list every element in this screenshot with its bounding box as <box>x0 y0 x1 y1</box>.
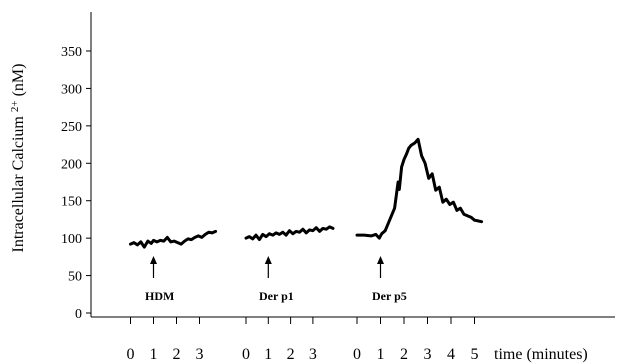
stimulus-label: Der p1 <box>259 289 294 303</box>
y-axis-label: Intracellular Calcium 2+ (nM) <box>9 64 27 253</box>
x-tick-label: 0 <box>242 346 250 363</box>
x-tick-label: 2 <box>173 346 181 363</box>
x-tick-label: 4 <box>447 346 455 363</box>
x-axis-label: time (minutes) <box>494 346 588 363</box>
stimulus-arrow-head <box>150 256 157 264</box>
y-tick-label: 250 <box>61 120 82 135</box>
y-axis-label-main: Intracellular Calcium <box>10 116 27 253</box>
series-line-der-p1 <box>244 225 335 242</box>
x-tick-label: 0 <box>127 346 135 363</box>
y-tick-label: 350 <box>61 45 82 60</box>
y-tick-label: 100 <box>61 232 82 247</box>
x-tick-label: 3 <box>309 346 317 363</box>
y-tick-label: 300 <box>61 82 82 97</box>
x-tick-label: 2 <box>400 346 408 363</box>
series-line-der-p5 <box>355 137 484 240</box>
stimulus-arrow-head <box>264 256 272 264</box>
x-tick-label: 1 <box>377 346 385 363</box>
y-tick-label: 0 <box>75 307 82 322</box>
y-tick-label: 200 <box>61 157 82 172</box>
stimulus-arrow-head <box>377 256 384 264</box>
series-line-hdm <box>129 229 218 249</box>
y-tick-label: 50 <box>68 270 82 285</box>
y-axis-label-unit: (nM) <box>10 64 27 97</box>
x-tick-label: 5 <box>471 346 479 363</box>
stimulus-label: HDM <box>145 289 174 303</box>
y-tick-label: 150 <box>61 195 82 210</box>
x-tick-label: 0 <box>353 346 361 363</box>
x-tick-label: 1 <box>264 346 272 363</box>
x-tick-label: 3 <box>196 346 204 363</box>
stimulus-label: Der p5 <box>372 289 407 303</box>
x-tick-label: 2 <box>287 346 295 363</box>
x-tick-label: 3 <box>424 346 432 363</box>
y-axis-label-sup: 2+ <box>9 100 21 112</box>
x-tick-label: 1 <box>150 346 158 363</box>
